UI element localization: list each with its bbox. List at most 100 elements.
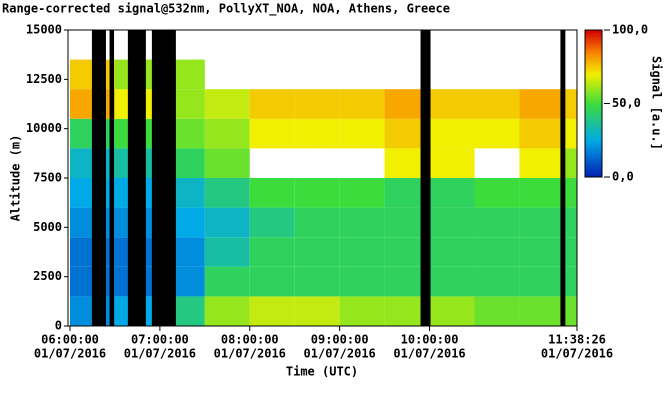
no-data-gap xyxy=(109,30,115,326)
x-tick-date: 01/07/2016 xyxy=(124,347,196,361)
colorbar-segment xyxy=(585,164,602,168)
no-data-gap xyxy=(151,30,176,326)
heatmap-cell xyxy=(294,207,340,238)
heatmap-cell xyxy=(204,178,250,208)
colorbar-segment xyxy=(585,110,602,114)
colorbar-segment xyxy=(585,118,602,122)
colorbar-segment xyxy=(585,91,602,95)
x-tick-label: 07:00:00 xyxy=(131,333,189,347)
heatmap-cell xyxy=(429,237,475,267)
colorbar-segment xyxy=(585,71,602,75)
chart-title: Range-corrected signal@532nm, PollyXT_NO… xyxy=(2,2,450,17)
y-tick-label: 12500 xyxy=(26,72,62,86)
heatmap-cell xyxy=(204,118,250,149)
colorbar-segment xyxy=(585,56,602,60)
heatmap-cell xyxy=(294,237,340,267)
heatmap-cell xyxy=(249,207,295,238)
colorbar-segment xyxy=(585,54,602,58)
heatmap-cell xyxy=(519,296,565,326)
heatmap-cell xyxy=(564,237,577,267)
heatmap-cell xyxy=(339,266,385,297)
colorbar-segment xyxy=(585,39,602,43)
colorbar-segment xyxy=(585,66,602,70)
colorbar-segment xyxy=(585,103,602,107)
heatmap-cell xyxy=(204,296,250,326)
colorbar-segment xyxy=(585,32,602,36)
colorbar-segment xyxy=(585,115,602,119)
colorbar-segment xyxy=(585,98,602,102)
no-data-gap xyxy=(91,30,106,326)
heatmap-cell xyxy=(519,207,565,238)
colorbar-tick-label: 100,0 xyxy=(612,23,648,37)
colorbar-segment xyxy=(585,96,602,100)
colorbar-segment xyxy=(585,169,602,173)
colorbar-segment xyxy=(585,64,602,68)
no-data-gap xyxy=(420,30,431,326)
colorbar-segment xyxy=(585,137,602,141)
heatmap-cell xyxy=(564,148,577,178)
colorbar-segment xyxy=(585,83,602,87)
colorbar-segment xyxy=(585,59,602,63)
heatmap-cell xyxy=(204,237,250,267)
colorbar-segment xyxy=(585,130,602,134)
x-tick-label: 11:38:26 xyxy=(548,333,606,347)
heatmap-cell xyxy=(474,237,520,267)
colorbar-segment xyxy=(585,159,602,163)
heatmap-cell xyxy=(429,148,475,178)
colorbar-segment xyxy=(585,150,602,153)
colorbar-segment xyxy=(585,167,602,171)
x-tick-label: 10:00:00 xyxy=(401,333,459,347)
heatmap-cell xyxy=(429,296,475,326)
colorbar-segment xyxy=(585,147,602,151)
y-tick-label: 7500 xyxy=(33,171,62,185)
heatmap-cell xyxy=(249,178,295,208)
x-tick-label: 08:00:00 xyxy=(221,333,279,347)
colorbar-label: Signal [a.u.] xyxy=(650,56,664,150)
colorbar-segment xyxy=(585,49,602,53)
heatmap-cell xyxy=(204,148,250,178)
heatmap-cell xyxy=(249,118,295,149)
heatmap-cell xyxy=(519,266,565,297)
colorbar-segment xyxy=(585,76,602,80)
colorbar-segment xyxy=(585,30,602,33)
colorbar-segment xyxy=(585,152,602,156)
heatmap-cell xyxy=(339,207,385,238)
heatmap-cell xyxy=(564,178,577,208)
x-axis-label: Time (UTC) xyxy=(286,365,358,379)
colorbar-segment xyxy=(585,37,602,41)
colorbar-segment xyxy=(585,123,602,127)
heatmap-cell xyxy=(294,118,340,149)
colorbar-segment xyxy=(585,61,602,65)
heatmap-cell xyxy=(204,89,250,119)
colorbar-segment xyxy=(585,88,602,92)
y-tick-label: 2500 xyxy=(33,269,62,283)
colorbar-segment xyxy=(585,128,602,131)
heatmap-cell xyxy=(204,207,250,238)
colorbar-segment xyxy=(585,140,602,144)
heatmap-cell xyxy=(339,237,385,267)
heatmap-cell xyxy=(339,178,385,208)
colorbar-segment xyxy=(585,157,602,161)
colorbar-segment xyxy=(585,145,602,149)
heatmap-cell xyxy=(249,237,295,267)
x-tick-date: 01/07/2016 xyxy=(214,347,286,361)
heatmap-cell xyxy=(249,296,295,326)
heatmap-cell xyxy=(294,266,340,297)
heatmap-cell xyxy=(519,148,565,178)
y-tick-label: 10000 xyxy=(26,121,62,135)
colorbar-segment xyxy=(585,105,602,109)
colorbar-segment xyxy=(585,101,602,104)
heatmap-cell xyxy=(204,266,250,297)
colorbar-segment xyxy=(585,79,602,82)
x-tick-date: 01/07/2016 xyxy=(304,347,376,361)
colorbar-segment xyxy=(585,47,602,51)
heatmap-cell xyxy=(249,89,295,119)
heatmap-cell xyxy=(519,118,565,149)
x-tick-date: 01/07/2016 xyxy=(393,347,465,361)
heatmap-cell xyxy=(564,266,577,297)
heatmap-cell xyxy=(519,178,565,208)
heatmap-cell xyxy=(564,207,577,238)
colorbar-segment xyxy=(585,132,602,136)
colorbar-segment xyxy=(585,74,602,78)
heatmap-cell xyxy=(474,118,520,149)
